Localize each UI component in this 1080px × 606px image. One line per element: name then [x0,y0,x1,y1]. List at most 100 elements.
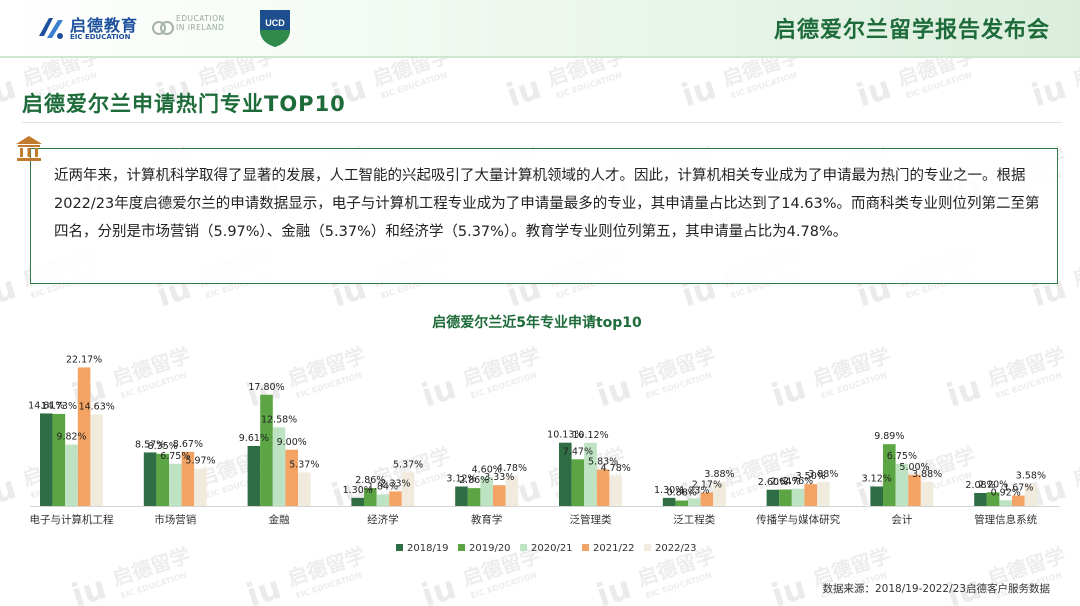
legend-label: 2021/22 [593,543,635,554]
bar [920,481,934,506]
data-label: 22.17% [66,354,102,365]
bar [65,444,78,506]
eic-logo-cn: 启德教育 [70,16,139,35]
chart-title: 启德爱尔兰近5年专业申请top10 [432,314,642,331]
data-label: 14.81% [28,400,64,411]
data-label: 5.00% [899,462,929,473]
watermark-cn: 启德留学 [720,58,804,91]
x-tick-label: 管理信息系统 [974,513,1037,526]
data-label: 3.50% [796,471,826,482]
bar [181,451,195,506]
legend-swatch [458,544,465,551]
legend-swatch [396,544,403,551]
data-label: 1.30% [343,485,373,496]
bar [766,489,780,506]
ireland-logo-icon [152,21,174,35]
data-label: 2.08% [965,480,995,491]
data-label: 3.12% [862,474,892,485]
watermark-mark: iu [502,68,546,115]
event-title: 启德爱尔兰留学报告发布会 [773,18,1050,43]
watermark-cn: 启德留学 [195,58,279,91]
bar [52,413,66,506]
data-label: 8.35% [148,441,178,452]
bar [974,493,987,506]
institution-icon [16,136,42,161]
bar [999,500,1012,506]
data-label: 2.64% [770,477,800,488]
data-label: 0.88% [667,488,697,499]
data-label: 14.63% [79,402,115,413]
bar [156,453,169,506]
bar [1012,495,1025,506]
data-label: 4.78% [497,463,527,474]
watermark-en: EIC EDUCATION [730,71,798,101]
bar [376,494,390,506]
data-label: 1.84% [368,482,398,493]
data-label: 0.92% [991,487,1021,498]
bar [169,463,182,506]
ucd-crest-text: UCD [265,18,285,28]
x-tick-label: 电子与计算机工程 [30,513,114,526]
bar [596,469,610,506]
legend-swatch [520,544,527,551]
data-label: 8.67% [173,439,203,450]
bar [467,488,481,506]
bar [77,367,91,506]
bar [688,498,701,506]
bar [584,442,597,506]
x-tick-label: 传播学与媒体研究 [756,513,840,526]
data-label: 2.86% [355,475,385,486]
watermark-en: EIC EDUCATION [905,71,973,101]
data-label: 5.83% [588,457,618,468]
data-label: 4.78% [601,463,631,474]
legend-label: 2019/20 [469,543,511,554]
x-tick-label: 会计 [891,513,912,526]
eic-logo-en: EIC EDUCATION [70,33,131,41]
x-tick-label: 教育学 [471,513,503,526]
bar [351,497,364,506]
education-in-ireland-logo: EDUCATION IN IRELAND [152,12,252,46]
bar [247,445,261,506]
data-label: 17.80% [248,382,284,393]
data-label: 1.23% [679,485,709,496]
eic-logo: 启德教育 EIC EDUCATION [36,12,146,46]
bar [986,492,1000,506]
bar [791,488,805,506]
bar [908,474,921,506]
legend-swatch [644,544,651,551]
x-tick-label: 泛管理类 [570,513,612,526]
data-label: 8.57% [135,439,165,450]
bar [895,463,909,506]
data-label: 2.60% [758,477,788,488]
data-label: 9.61% [239,433,269,444]
watermark-mark: iu [0,68,21,115]
data-label: 2.17% [692,479,722,490]
eic-logo-icon [39,18,63,39]
watermark-cn: 启德留学 [1070,58,1080,91]
x-tick-label: 经济学 [367,513,399,526]
bar [480,477,493,506]
data-label: 12.58% [261,414,297,425]
data-label: 5.37% [289,459,319,470]
data-label: 2.33% [380,478,410,489]
data-label: 6.75% [887,451,917,462]
watermark-cn: 启德留学 [895,58,979,91]
data-label: 4.60% [472,464,502,475]
watermark-en: EIC EDUCATION [380,71,448,101]
watermark-cn: 启德留学 [370,58,454,91]
summary-paragraph: 近两年来，计算机科学取得了显著的发展，人工智能的兴起吸引了大量计算机领域的人才。… [54,168,1040,240]
data-label: 10.12% [572,430,608,441]
title-divider [22,122,1062,123]
data-label: 1.67% [1003,483,1033,494]
bar [700,492,714,506]
header-bar [0,0,1080,56]
bar [779,489,792,506]
bar [364,488,377,506]
data-label: 5.97% [185,456,215,467]
bar [272,427,286,506]
bar [870,486,883,506]
